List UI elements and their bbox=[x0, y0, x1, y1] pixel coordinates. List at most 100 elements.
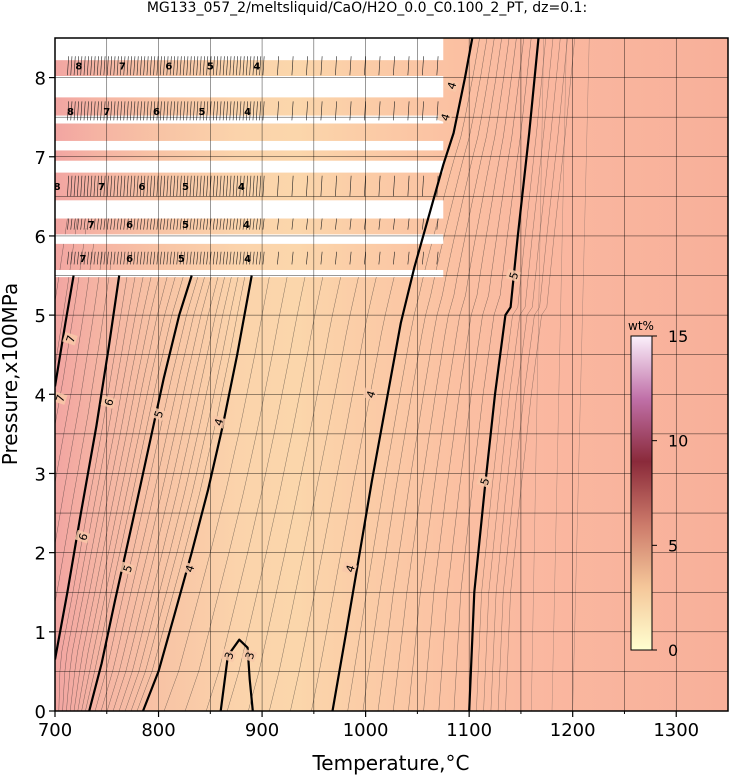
thin-contour bbox=[551, 38, 567, 711]
band-hatch bbox=[120, 251, 122, 265]
band-hatch bbox=[179, 251, 182, 265]
band-hatch bbox=[159, 218, 162, 230]
band-hatch bbox=[100, 175, 103, 197]
band-hatch bbox=[77, 218, 79, 230]
band-hatch bbox=[306, 56, 308, 76]
band-hatch bbox=[146, 218, 149, 230]
band-hatch bbox=[320, 56, 323, 76]
band-hatch bbox=[133, 218, 136, 230]
band-hatch bbox=[173, 218, 175, 230]
thin-contour bbox=[311, 275, 395, 711]
colorbar-tick-label: 0 bbox=[668, 641, 678, 660]
band-hatch bbox=[206, 218, 209, 230]
band-hatch bbox=[349, 251, 352, 265]
band-label: 6 bbox=[165, 62, 172, 73]
band-hatch bbox=[255, 56, 258, 76]
contour-label-bg bbox=[220, 648, 237, 663]
band-hatch bbox=[378, 175, 381, 197]
band-hatch bbox=[199, 175, 202, 197]
band-label: 5 bbox=[199, 107, 206, 118]
y-tick-label: 6 bbox=[35, 227, 46, 248]
band-hatch bbox=[80, 56, 83, 76]
band-label: 4 bbox=[253, 62, 260, 73]
contour-label-bg bbox=[150, 407, 166, 421]
band-label: 6 bbox=[126, 254, 133, 265]
band-hatch bbox=[140, 175, 142, 197]
band-hatch bbox=[93, 175, 96, 197]
band-hatch bbox=[163, 218, 166, 230]
band-hatch bbox=[77, 56, 79, 76]
contour-label: 4 bbox=[439, 112, 454, 123]
band-label: 7 bbox=[98, 182, 105, 193]
band-hatch bbox=[320, 251, 323, 265]
band-hatch bbox=[116, 56, 119, 76]
thin-contour bbox=[163, 275, 270, 711]
band-hatch bbox=[163, 175, 166, 197]
band-hatch bbox=[206, 251, 209, 265]
band-hatch bbox=[242, 218, 245, 230]
band-hatch bbox=[87, 56, 89, 76]
band-hatch bbox=[242, 56, 245, 76]
band-hatch bbox=[378, 218, 381, 230]
band-hatch bbox=[189, 251, 192, 265]
band-hatch bbox=[166, 218, 169, 230]
contour-label-group: 5 bbox=[505, 268, 521, 283]
band-hatch bbox=[255, 175, 258, 197]
band-hatch bbox=[103, 175, 106, 197]
thin-contour bbox=[124, 275, 232, 711]
contour-label-bg bbox=[74, 529, 91, 544]
thin-contour bbox=[290, 275, 377, 711]
band-hatch bbox=[262, 251, 265, 265]
band-hatch bbox=[252, 218, 255, 230]
band-hatch bbox=[378, 251, 381, 265]
band-hatch bbox=[77, 175, 79, 197]
band-hatch bbox=[407, 218, 410, 230]
band-hatch bbox=[73, 251, 76, 265]
band-hatch bbox=[116, 251, 119, 265]
band-hatch bbox=[199, 251, 202, 265]
colorbar-tick-label: 15 bbox=[668, 327, 688, 346]
band-hatch bbox=[219, 175, 222, 197]
band-hatch bbox=[222, 251, 225, 265]
band-hatch bbox=[163, 251, 166, 265]
x-tick-label: 1000 bbox=[343, 720, 389, 741]
band-label: 5 bbox=[178, 254, 185, 265]
x-axis-label: Temperature,°C bbox=[311, 751, 469, 775]
band-hatch bbox=[136, 175, 139, 197]
thin-contour bbox=[81, 275, 176, 711]
band-hatch bbox=[90, 218, 93, 230]
thin-contour bbox=[118, 275, 226, 711]
band-hatch bbox=[176, 56, 179, 76]
missing-data-band bbox=[55, 140, 444, 151]
contour-label-bg bbox=[476, 474, 492, 489]
band-hatch bbox=[163, 56, 166, 76]
band-hatch bbox=[239, 56, 242, 76]
contour-5 bbox=[88, 275, 193, 711]
band-hatch bbox=[130, 251, 132, 265]
x-tick-label: 1200 bbox=[550, 720, 596, 741]
band-hatch bbox=[291, 56, 294, 76]
band-hatch bbox=[153, 175, 156, 197]
band-hatch bbox=[133, 175, 136, 197]
band-hatch bbox=[216, 251, 219, 265]
contour-label-group: 3 bbox=[241, 648, 257, 663]
band-hatch bbox=[136, 251, 139, 265]
missing-data-band bbox=[55, 200, 444, 219]
band-hatch bbox=[83, 218, 86, 230]
band-label: 6 bbox=[138, 182, 145, 193]
band-hatch bbox=[239, 175, 242, 197]
x-tick-label: 1100 bbox=[446, 720, 492, 741]
band-hatch bbox=[407, 175, 410, 197]
missing-data-band bbox=[55, 38, 444, 61]
band-hatch bbox=[73, 218, 76, 230]
contour-label: 7 bbox=[53, 393, 68, 404]
band-hatch bbox=[126, 218, 129, 230]
band-hatch bbox=[436, 218, 439, 230]
band-hatch bbox=[189, 56, 192, 76]
band-hatch bbox=[110, 251, 113, 265]
thin-contour bbox=[531, 38, 544, 711]
contour-label-group: 5 bbox=[150, 407, 166, 421]
band-label: 7 bbox=[79, 254, 86, 265]
contour-label-bg bbox=[210, 415, 226, 429]
colorbar-ticks: 0 5 10 15 bbox=[652, 327, 688, 660]
